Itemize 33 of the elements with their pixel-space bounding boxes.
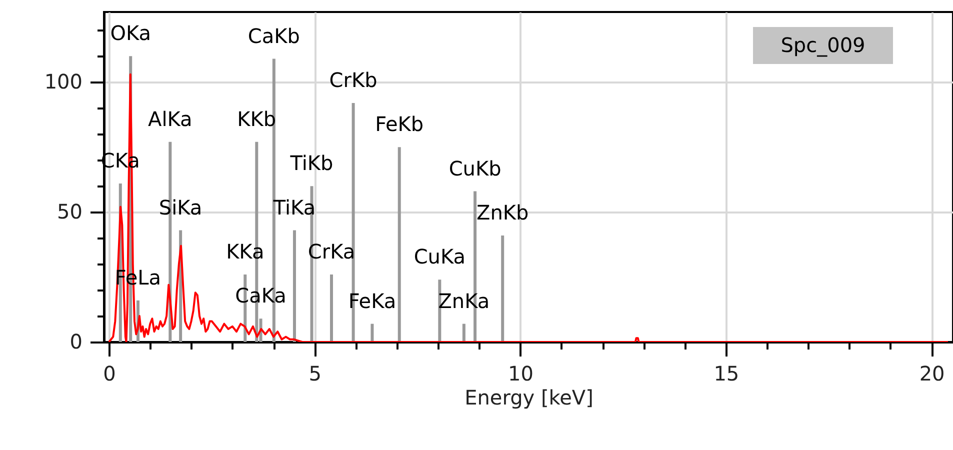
bar <box>292 230 296 342</box>
x-axis-title: Energy [keV] <box>464 386 594 410</box>
data-label: AlKa <box>148 106 192 131</box>
data-label: KKa <box>226 239 264 264</box>
data-label: TiKb <box>289 151 334 176</box>
data-label: KKb <box>237 106 276 131</box>
data-label: CrKa <box>308 239 356 264</box>
bar <box>398 147 401 342</box>
annotation: Spc_009 <box>780 33 866 57</box>
bar <box>462 324 466 342</box>
data-label: CaKb <box>248 24 300 48</box>
y-tick-label: 0 <box>70 330 82 354</box>
data-label: CuKb <box>448 156 502 180</box>
x-tick-label: 20 <box>919 362 945 386</box>
bar <box>370 324 374 342</box>
x-tick-label: 5 <box>308 362 322 386</box>
x-tick-label: 15 <box>714 362 740 386</box>
y-tick-label: 100 <box>44 70 82 94</box>
data-label: ZnKa <box>438 288 490 313</box>
data-label: FeKb <box>375 112 424 136</box>
y-tick-label: 50 <box>57 200 82 224</box>
bar <box>501 235 504 342</box>
x-tick-label: 10 <box>508 362 534 386</box>
data-label: OKa <box>110 21 151 46</box>
x-tick-label: 0 <box>103 362 116 386</box>
data-label: CrKb <box>329 68 378 92</box>
data-label: CuKa <box>414 244 466 269</box>
data-label: ZnKb <box>476 200 529 224</box>
data-label: TiKa <box>272 195 316 220</box>
data-label: SiKa <box>158 195 202 220</box>
bar <box>330 274 333 342</box>
data-label: CaKa <box>235 284 286 308</box>
data-label: FeKa <box>348 288 396 313</box>
